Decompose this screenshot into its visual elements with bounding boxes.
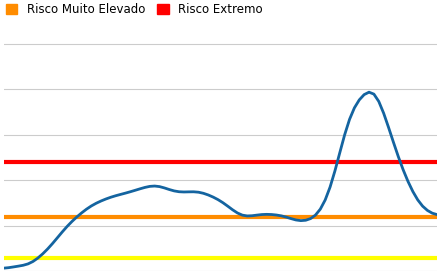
Legend: Risco Muito Elevado, Risco Extremo: Risco Muito Elevado, Risco Extremo (1, 0, 268, 21)
